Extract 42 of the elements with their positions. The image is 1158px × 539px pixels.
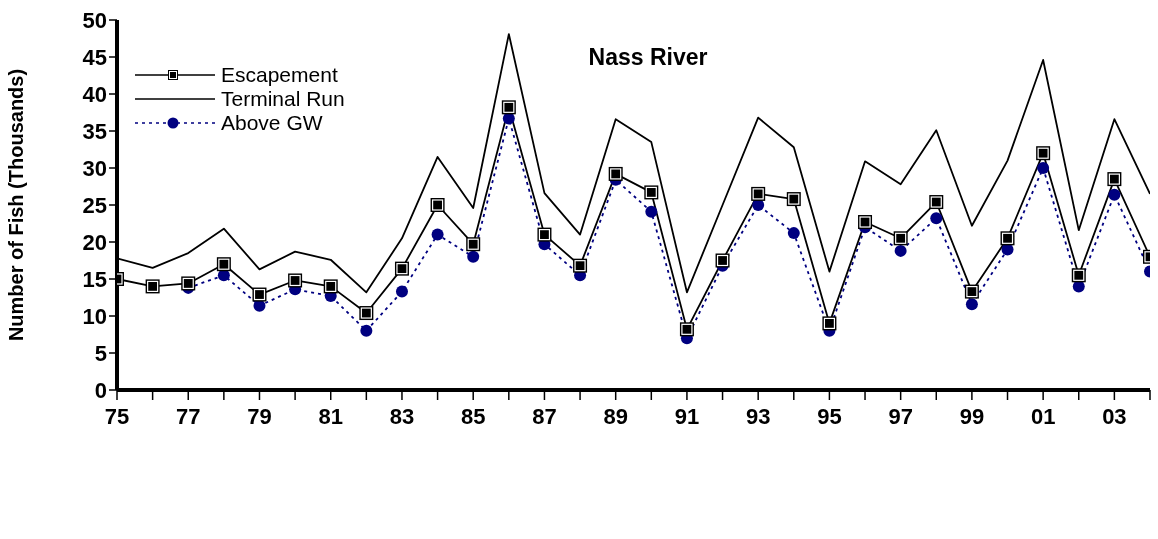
y-tick-label: 5 [94, 340, 107, 366]
y-tick-label: 25 [82, 192, 107, 218]
y-tick-label: 40 [82, 81, 107, 107]
x-tick-label: 79 [247, 403, 272, 429]
point [930, 212, 943, 225]
x-tick-label: 95 [817, 403, 842, 429]
x-tick-label: 97 [888, 403, 913, 429]
legend-label: Above GW [221, 111, 323, 134]
x-tick-label: 85 [460, 403, 486, 429]
x-tick-label: 91 [674, 403, 700, 429]
x-tick-label: 77 [176, 403, 201, 429]
point [1108, 188, 1121, 201]
legend-label: Terminal Run [221, 87, 345, 110]
point [431, 228, 444, 241]
y-tick-label: 35 [82, 118, 107, 144]
x-tick-label: 93 [745, 403, 771, 429]
y-tick-label: 30 [82, 155, 107, 181]
x-tick-label: 81 [318, 403, 343, 429]
y-tick-label: 20 [82, 229, 107, 255]
y-tick-label: 10 [82, 303, 107, 329]
point [894, 244, 907, 257]
point [360, 324, 373, 337]
text: Nass River [587, 44, 709, 71]
y-tick-label: 0 [94, 377, 107, 403]
x-tick-label: 83 [389, 403, 415, 429]
y-tick-label: 45 [82, 44, 107, 70]
point [467, 250, 480, 263]
x-tick-label: 87 [532, 403, 557, 429]
legend-label: Escapement [221, 63, 338, 86]
x-tick-label: 03 [1102, 403, 1127, 429]
x-tick-label: 89 [603, 403, 628, 429]
x-tick-label: 01 [1030, 403, 1056, 429]
y-axis-title: Number of Fish (Thousands) [5, 68, 28, 342]
y-tick-label: 50 [82, 7, 107, 33]
x-tick-label: 75 [104, 403, 130, 429]
point [965, 298, 978, 311]
y-tick-label: 15 [82, 266, 107, 292]
point [395, 285, 408, 298]
point [787, 227, 800, 240]
x-tick-label: 99 [959, 403, 985, 429]
point [1037, 162, 1050, 174]
point [645, 205, 658, 218]
